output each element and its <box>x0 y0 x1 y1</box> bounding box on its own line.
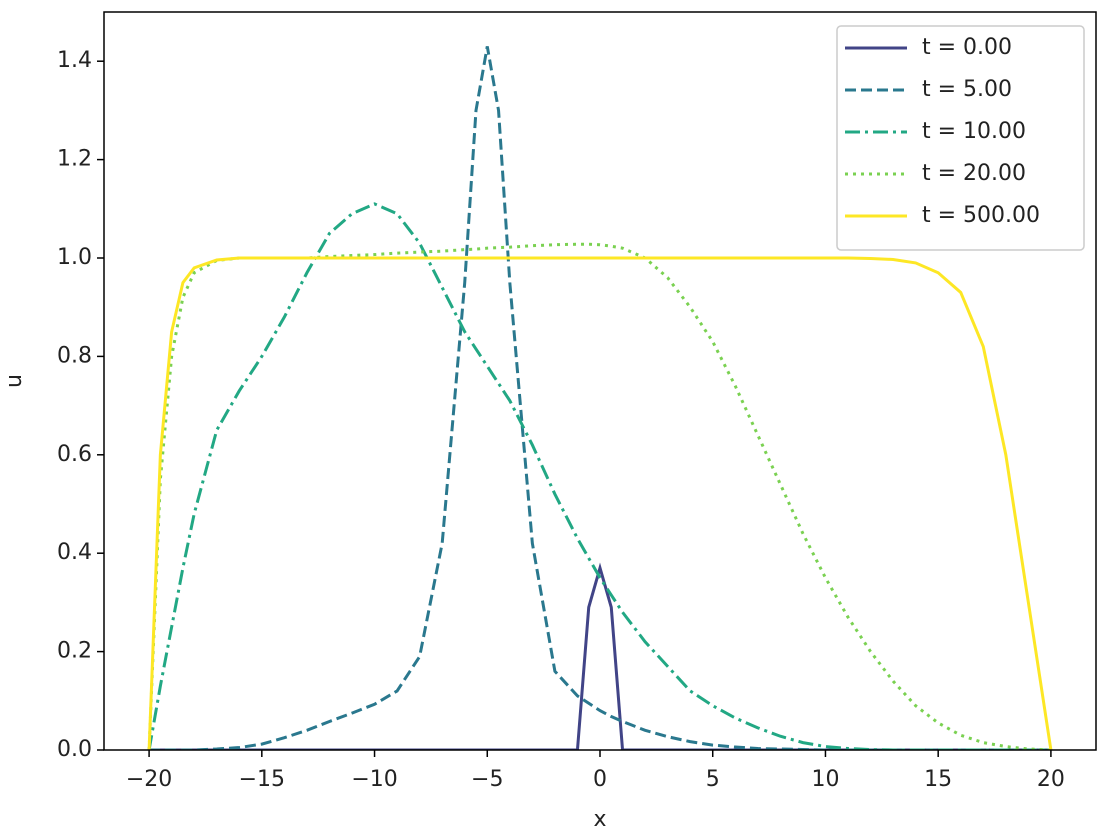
data-line <box>149 46 1051 750</box>
legend-box <box>836 25 1085 251</box>
data-line <box>149 562 1051 750</box>
legend-label: t = 5.00 <box>922 77 1012 102</box>
x-tick-label: 10 <box>811 767 839 792</box>
legend-label: t = 500.00 <box>922 203 1040 228</box>
x-tick-label: 0 <box>593 767 607 792</box>
y-tick-label: 1.4 <box>57 48 92 73</box>
x-axis-label: x <box>593 807 606 832</box>
y-tick-label: 0.4 <box>57 540 92 565</box>
legend-label: t = 10.00 <box>922 119 1026 144</box>
y-tick-label: 1.2 <box>57 147 92 172</box>
legend-label: t = 20.00 <box>922 161 1026 186</box>
x-tick-label: 5 <box>706 767 720 792</box>
legend-label: t = 0.00 <box>922 35 1012 60</box>
x-tick-label: −15 <box>239 767 285 792</box>
x-tick-label: −10 <box>351 767 397 792</box>
x-tick-label: −20 <box>126 767 172 792</box>
y-tick-label: 0.8 <box>57 343 92 368</box>
data-line <box>147 256 1053 750</box>
x-tick-label: −5 <box>471 767 503 792</box>
data-line <box>147 242 1051 750</box>
y-tick-label: 1.0 <box>57 245 92 270</box>
y-tick-label: 0.0 <box>57 737 92 762</box>
x-tick-label: 20 <box>1037 767 1065 792</box>
x-tick-label: 15 <box>924 767 952 792</box>
y-axis-label: u <box>2 374 27 388</box>
y-tick-label: 0.6 <box>57 442 92 467</box>
y-tick-label: 0.2 <box>57 639 92 664</box>
data-line <box>147 202 1051 750</box>
